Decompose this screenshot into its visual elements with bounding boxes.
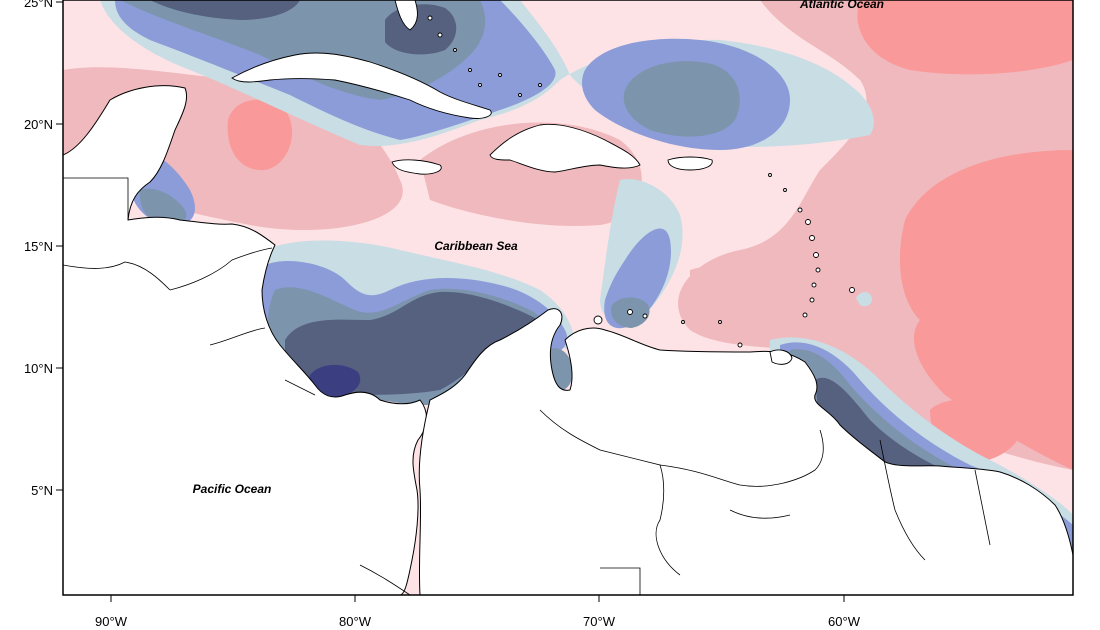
land-central-america — [63, 85, 427, 595]
x-tick-label: 80°W — [339, 614, 372, 629]
land-trinidad — [769, 349, 793, 365]
label-pacific-ocean: Pacific Ocean — [193, 482, 272, 496]
field-steel-honduras — [139, 188, 187, 226]
field-steel-northeast — [623, 61, 740, 137]
land-bahamas — [427, 15, 542, 97]
field-light-pink-southeast — [690, 263, 813, 334]
field-salmon-northeast — [857, 0, 1073, 75]
y-tick-label: 20°N — [24, 117, 53, 132]
y-axis: 25°N 20°N 15°N 10°N 5°N — [24, 0, 63, 498]
map-frame — [62, 0, 1074, 596]
field-dark-slate-north — [150, 0, 300, 20]
field-salmon-west — [227, 99, 293, 171]
land-cuba — [231, 52, 492, 119]
y-tick-label: 25°N — [24, 0, 53, 10]
label-atlantic-ocean: Atlantic Ocean — [799, 0, 884, 11]
land-jamaica — [391, 159, 442, 175]
x-tick-label: 90°W — [95, 614, 128, 629]
land-puerto-rico — [667, 156, 713, 171]
field-very-dark-panama — [309, 364, 361, 397]
label-caribbean-sea: Caribbean Sea — [434, 239, 518, 253]
land-south-america — [418, 308, 1073, 595]
field-pale-blue-spot — [856, 292, 873, 307]
land-hispaniola — [489, 123, 641, 173]
anomaly-field — [63, 0, 1073, 595]
x-tick-label: 60°W — [828, 614, 861, 629]
x-axis: 90°W 80°W 70°W 60°W — [95, 595, 861, 629]
y-tick-label: 15°N — [24, 239, 53, 254]
land-lesser-antilles — [593, 173, 855, 348]
field-salmon-east — [900, 150, 1073, 470]
land-florida — [394, 0, 418, 31]
field-dark-slate-bahamas — [385, 4, 457, 55]
y-tick-label: 5°N — [31, 483, 53, 498]
y-tick-label: 10°N — [24, 361, 53, 376]
land-borders — [63, 177, 991, 595]
x-tick-label: 70°W — [583, 614, 616, 629]
